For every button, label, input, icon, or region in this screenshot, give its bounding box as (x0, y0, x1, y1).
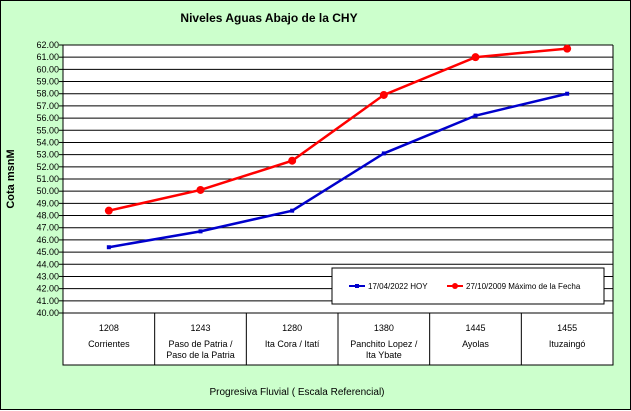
y-tick-label: 47.00 (36, 223, 59, 233)
x-category-name: Ita Ybate (366, 350, 402, 360)
x-category-code: 1280 (282, 323, 302, 333)
x-category-code: 1208 (99, 323, 119, 333)
y-tick-label: 59.00 (36, 77, 59, 87)
y-tick-label: 61.00 (36, 52, 59, 62)
x-category-name: Paso de la Patria (166, 350, 235, 360)
y-tick-label: 46.00 (36, 235, 59, 245)
data-point (565, 91, 570, 96)
legend-box (331, 267, 605, 305)
x-category-name: Corrientes (88, 339, 130, 349)
data-point (381, 151, 386, 156)
x-category-code: 1455 (557, 323, 577, 333)
y-axis-label: Cota msnM (5, 149, 17, 208)
y-tick-label: 53.00 (36, 150, 59, 160)
y-tick-label: 40.00 (36, 308, 59, 318)
y-tick-label: 44.00 (36, 259, 59, 269)
y-tick-label: 41.00 (36, 296, 59, 306)
x-category-code: 1445 (465, 323, 485, 333)
legend-label: 17/04/2022 HOY (368, 282, 428, 291)
x-category-code: 1243 (190, 323, 210, 333)
y-tick-label: 49.00 (36, 198, 59, 208)
y-tick-label: 55.00 (36, 125, 59, 135)
y-tick-label: 48.00 (36, 211, 59, 221)
data-point (198, 229, 203, 234)
x-category-name: Panchito Lopez / (350, 339, 418, 349)
y-tick-label: 60.00 (36, 64, 59, 74)
x-category-name: Paso de Patria / (168, 339, 233, 349)
series-line (108, 47, 568, 212)
data-point (196, 185, 205, 194)
y-tick-label: 51.00 (36, 174, 59, 184)
y-tick-label: 62.00 (36, 40, 59, 50)
legend-marker (452, 283, 458, 289)
data-point (471, 53, 480, 62)
y-tick-label: 45.00 (36, 247, 59, 257)
x-category-name: Ituzaingó (549, 339, 586, 349)
data-point (290, 208, 295, 213)
y-tick-label: 50.00 (36, 186, 59, 196)
legend-marker (355, 284, 359, 288)
data-point (106, 245, 111, 250)
y-tick-label: 58.00 (36, 89, 59, 99)
y-tick-label: 57.00 (36, 101, 59, 111)
x-category-name: Ayolas (462, 339, 489, 349)
x-category-name: Ita Cora / Itatí (265, 339, 320, 349)
y-tick-label: 42.00 (36, 284, 59, 294)
y-tick-label: 56.00 (36, 113, 59, 123)
series-line (108, 92, 568, 249)
legend: 17/04/2022 HOY 27/10/2009 Máximo de la Fe… (331, 267, 605, 305)
data-point (288, 156, 297, 165)
data-point (104, 206, 113, 215)
x-axis-label: Progresiva Fluvial ( Escala Referencial) (209, 387, 384, 398)
chart-title: Niveles Aguas Abajo de la CHY (180, 11, 357, 25)
y-tick-label: 43.00 (36, 271, 59, 281)
y-tick-label: 54.00 (36, 137, 59, 147)
data-point (473, 113, 478, 118)
y-tick-label: 52.00 (36, 162, 59, 172)
legend-label: 27/10/2009 Máximo de la Fecha (466, 282, 581, 291)
data-point (379, 90, 388, 99)
x-category-code: 1380 (374, 323, 394, 333)
data-point (563, 44, 572, 53)
